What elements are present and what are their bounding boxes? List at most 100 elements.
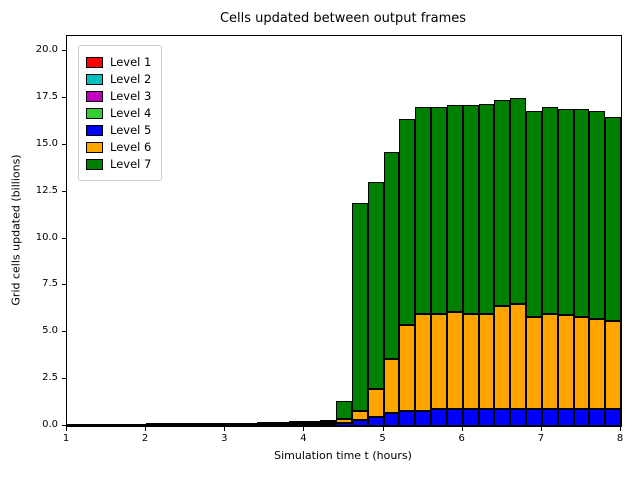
bar-segment-level-6 (573, 317, 590, 410)
bar-segment-level-6 (399, 324, 416, 411)
x-tick-mark (224, 427, 226, 431)
legend-label: Level 2 (110, 72, 152, 86)
bar-segment-level-5 (367, 416, 384, 426)
bar-segment-level-7 (98, 423, 115, 426)
y-tick-label: 5.0 (42, 325, 58, 337)
bar-segment-level-5 (605, 409, 621, 426)
bar-segment-level-6 (541, 313, 558, 410)
y-tick-label: 15.0 (35, 137, 58, 149)
x-tick-label: 2 (141, 433, 149, 444)
x-tick-mark (461, 427, 463, 431)
legend-swatch-level-4 (86, 107, 103, 119)
bar-segment-level-7 (272, 421, 289, 424)
bar-segment-level-7 (161, 423, 178, 426)
bar-segment-level-6 (82, 423, 99, 426)
legend-label: Level 5 (110, 123, 152, 137)
legend-item: Level 7 (86, 157, 151, 171)
bar-segment-level-5 (494, 409, 511, 426)
bar-segment-level-6 (557, 315, 574, 410)
x-tick-label: 3 (221, 433, 228, 444)
legend-item: Level 1 (86, 55, 151, 69)
bar-segment-level-5 (541, 409, 558, 426)
y-tick-mark (62, 143, 66, 145)
bar-segment-level-7 (320, 419, 337, 422)
bar-segment-level-7 (146, 423, 162, 426)
legend-item: Level 2 (86, 72, 151, 86)
bar-segment-level-7 (241, 422, 257, 425)
bar-segment-level-6 (446, 311, 463, 410)
y-tick-label: 20.0 (35, 44, 58, 55)
legend-label: Level 6 (110, 140, 152, 154)
bar-segment-level-7 (557, 109, 574, 316)
bar-segment-level-7 (494, 99, 511, 306)
bar-segment-level-6 (415, 313, 432, 411)
bar-segment-level-7 (367, 182, 384, 389)
bar-segment-level-5 (589, 409, 606, 426)
plot-area: Level 1 Level 2 Level 3 Level 4 Level 5 Level… (66, 35, 622, 427)
bar-segment-level-7 (399, 118, 416, 325)
legend-label: Level 3 (110, 89, 152, 103)
legend-label: Level 4 (110, 106, 152, 120)
bar-segment-level-7 (225, 422, 242, 425)
bar-segment-level-7 (177, 423, 194, 426)
bar-segment-level-6 (510, 304, 527, 410)
bar-segment-level-6 (67, 423, 83, 426)
x-axis-label: Simulation time t (hours) (274, 449, 412, 462)
x-tick-label: 5 (379, 433, 386, 444)
bar-segment-level-7 (415, 107, 432, 314)
bar-segment-level-7 (351, 202, 368, 411)
legend-item: Level 4 (86, 106, 151, 120)
x-tick-label: 7 (537, 433, 545, 444)
bar-segment-level-7 (446, 105, 463, 312)
bar-segment-level-5 (304, 424, 321, 426)
legend-label: Level 7 (110, 157, 152, 171)
bar-segment-level-5 (462, 409, 479, 426)
bar-segment-level-5 (526, 409, 542, 426)
legend-swatch-level-7 (86, 158, 103, 170)
y-tick-mark (62, 331, 66, 333)
bar-segment-level-7 (526, 111, 542, 318)
bar-segment-level-7 (304, 420, 321, 423)
y-tick-mark (62, 284, 66, 286)
y-tick-mark (62, 96, 66, 98)
y-tick-label: 10.0 (35, 231, 58, 243)
bar-segment-level-7 (605, 116, 621, 321)
legend-item: Level 6 (86, 140, 151, 154)
bar-segment-level-6 (320, 421, 337, 424)
bar-segment-level-5 (446, 409, 463, 426)
y-tick-label: 0.0 (42, 419, 58, 430)
x-tick-mark (145, 427, 147, 431)
y-tick-label: 7.5 (42, 278, 58, 290)
bar-segment-level-5 (557, 409, 574, 426)
x-tick-mark (620, 427, 621, 431)
y-tick-mark (62, 237, 66, 239)
bar-segment-level-5 (399, 411, 416, 426)
x-tick-label: 1 (62, 433, 70, 444)
y-tick-label: 2.5 (42, 372, 58, 384)
bar-segment-level-6 (605, 321, 621, 410)
bar-segment-level-7 (209, 423, 226, 426)
x-tick-label: 4 (300, 433, 307, 444)
bar-segment-level-7 (431, 107, 447, 314)
bar-segment-level-5 (573, 409, 590, 426)
bar-segment-level-6 (526, 317, 542, 410)
x-tick-mark (540, 427, 542, 431)
bar-segment-level-5 (431, 409, 447, 426)
bar-segment-level-5 (336, 423, 352, 426)
bar-segment-level-6 (383, 358, 400, 413)
bar-segment-level-6 (367, 388, 384, 417)
bar-segment-level-5 (288, 424, 305, 426)
bar-segment-level-6 (336, 418, 352, 424)
chart-title: Cells updated between output frames (219, 11, 467, 26)
y-tick-label: 17.5 (35, 90, 58, 102)
bar-segment-level-7 (510, 97, 527, 305)
bar-segment-level-6 (478, 313, 495, 410)
bar-segment-level-7 (130, 423, 147, 426)
bar-segment-level-7 (336, 400, 352, 419)
legend-swatch-level-1 (86, 56, 103, 68)
x-tick-mark (382, 427, 384, 431)
bar-segment-level-7 (462, 105, 479, 314)
bar-segment-level-6 (494, 306, 511, 410)
bar-segment-level-5 (383, 412, 400, 426)
